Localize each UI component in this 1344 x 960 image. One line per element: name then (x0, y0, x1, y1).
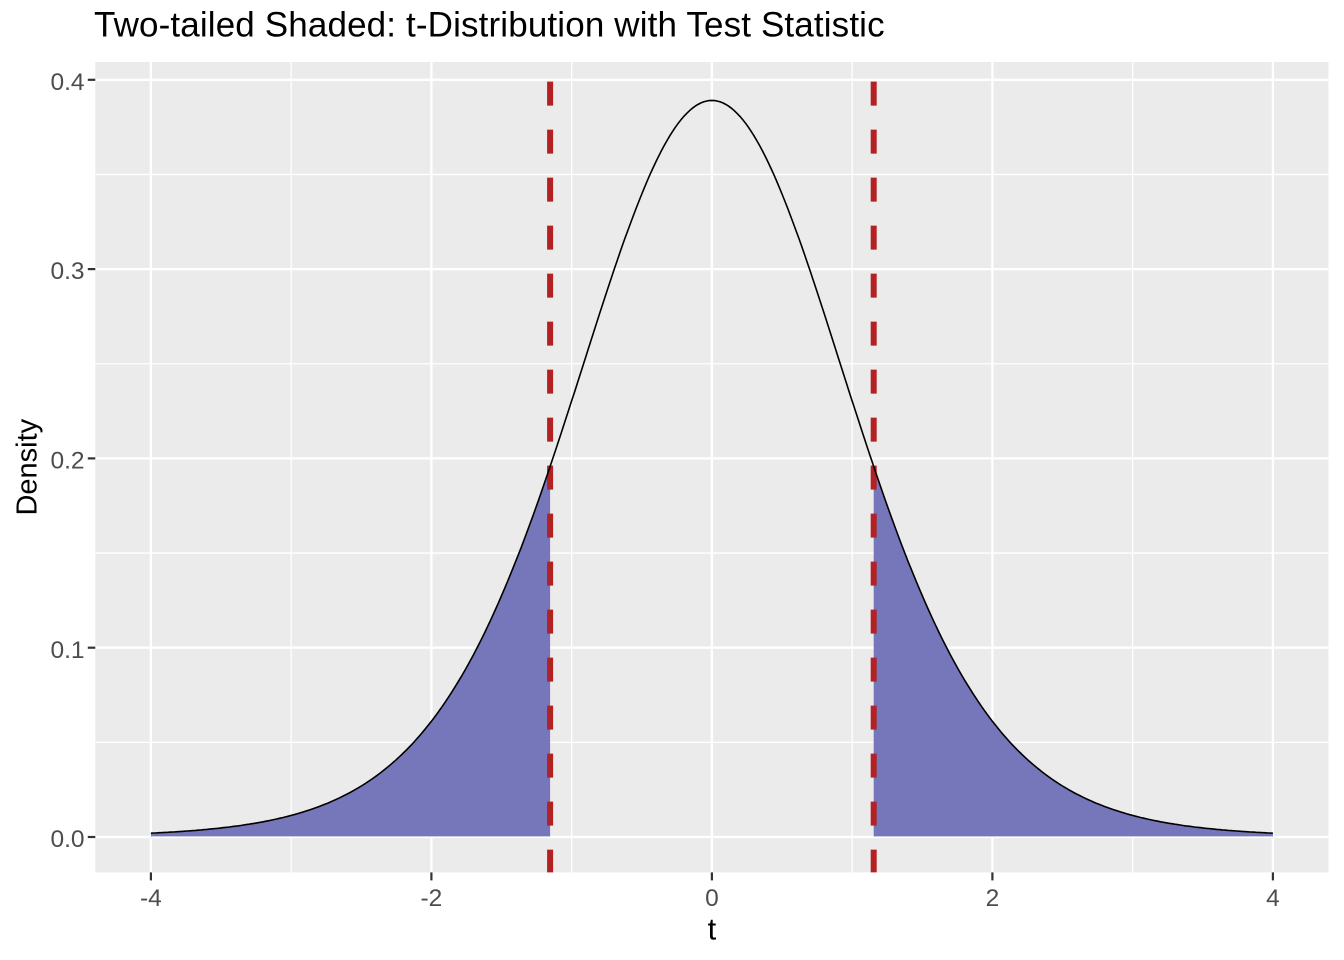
svg-text:Two-tailed Shaded: t-Distribut: Two-tailed Shaded: t-Distribution with T… (94, 6, 885, 45)
svg-text:0: 0 (705, 885, 719, 912)
svg-text:2: 2 (986, 885, 1000, 912)
svg-text:t: t (708, 912, 717, 947)
svg-text:0.2: 0.2 (50, 448, 84, 475)
svg-text:4: 4 (1266, 885, 1280, 912)
svg-text:0.3: 0.3 (50, 258, 84, 285)
svg-text:-4: -4 (140, 885, 162, 912)
svg-text:-2: -2 (421, 885, 443, 912)
svg-text:0.4: 0.4 (50, 69, 84, 96)
svg-text:Density: Density (12, 418, 44, 515)
svg-text:0.0: 0.0 (50, 826, 84, 853)
svg-text:0.1: 0.1 (50, 637, 84, 664)
